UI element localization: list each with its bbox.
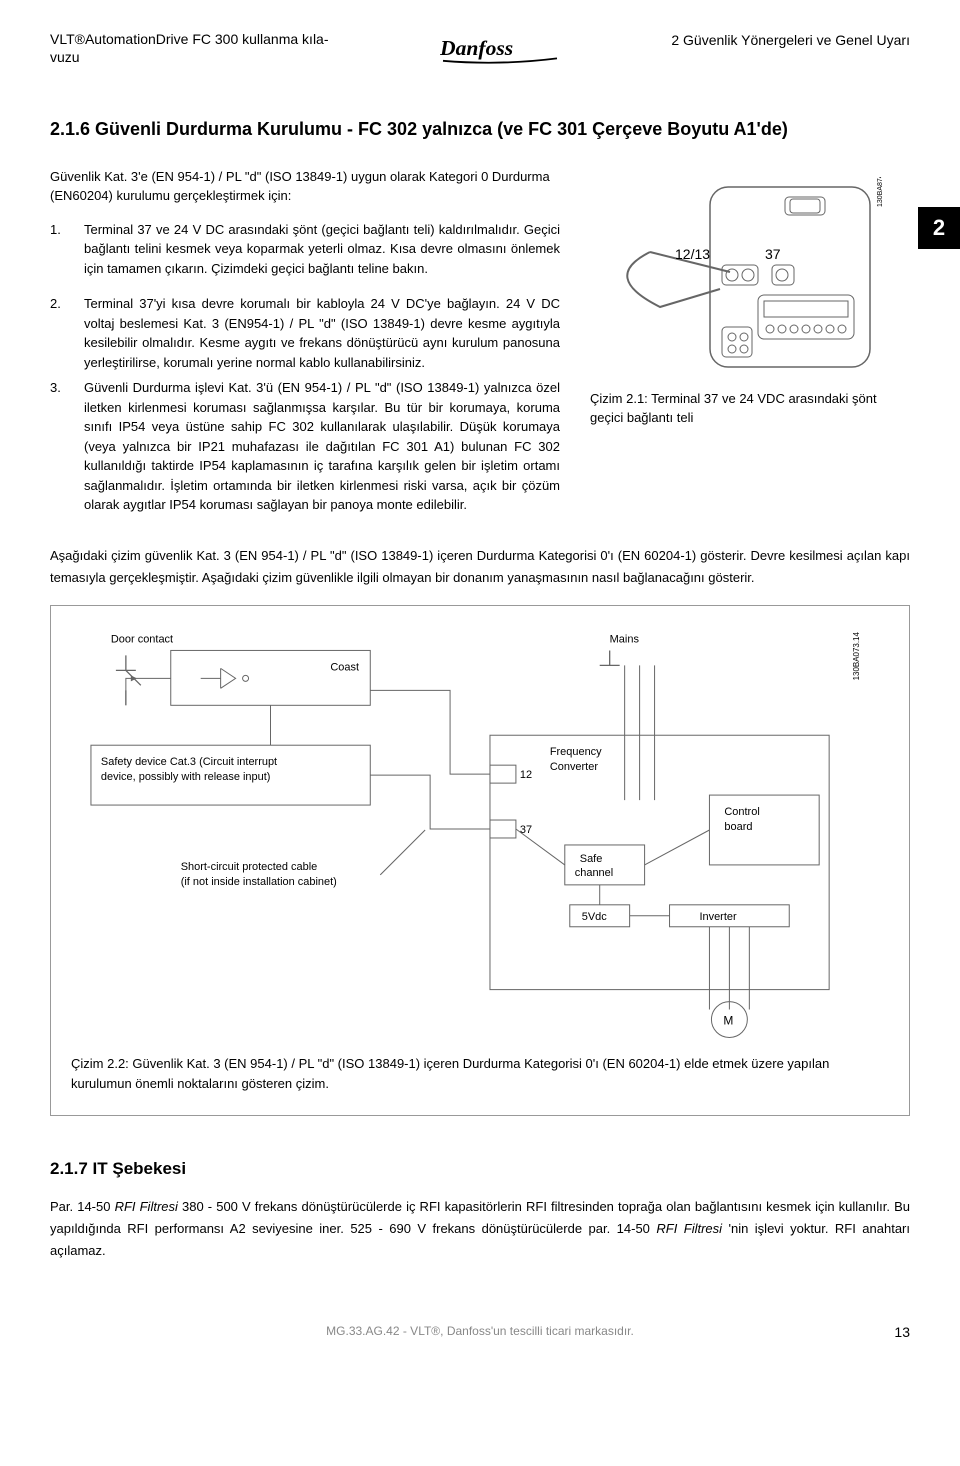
list-item: 1. Terminal 37 ve 24 V DC arasındaki şön… bbox=[50, 220, 560, 279]
fig22-safety-l2: device, possibly with release input) bbox=[101, 771, 271, 783]
list-num-3: 3. bbox=[50, 378, 66, 515]
mid-paragraph: Aşağıdaki çizim güvenlik Kat. 3 (EN 954-… bbox=[50, 545, 910, 589]
list-body-1: Terminal 37 ve 24 V DC arasındaki şönt (… bbox=[84, 220, 560, 279]
list-item: 3. Güvenli Durdurma işlevi Kat. 3'ü (EN … bbox=[50, 378, 560, 515]
danfoss-logo: Danfoss bbox=[440, 30, 560, 76]
fig22-control-l2: board bbox=[724, 821, 752, 833]
fig22-motor: M bbox=[723, 1013, 733, 1027]
footer: MG.33.AG.42 - VLT®, Danfoss'un tescilli … bbox=[50, 1322, 910, 1340]
figure-2-2: Door contact Coast Mains 130BA073.14 Saf… bbox=[71, 620, 889, 1040]
fig22-vdc: 5Vdc bbox=[582, 910, 608, 922]
section-216-title: 2.1.6 Güvenli Durdurma Kurulumu - FC 302… bbox=[50, 116, 910, 143]
fig22-inverter: Inverter bbox=[699, 910, 737, 922]
figure-2-1: 130BA874.10 12/13 37 bbox=[590, 177, 890, 377]
fig21-code: 130BA874.10 bbox=[877, 177, 884, 207]
logo-text-svg: Danfoss bbox=[440, 36, 513, 60]
fig21-label-1213: 12/13 bbox=[675, 246, 710, 262]
it-pre: Par. 14-50 bbox=[50, 1199, 115, 1214]
list-item: 2. Terminal 37'yi kısa devre korumalı bi… bbox=[50, 294, 560, 372]
header-right: 2 Güvenlik Yönergeleri ve Genel Uyarı bbox=[671, 30, 910, 51]
fig22-door-contact: Door contact bbox=[111, 633, 173, 645]
page-number: 13 bbox=[894, 1322, 910, 1343]
list-body-2: Terminal 37'yi kısa devre korumalı bir k… bbox=[84, 294, 560, 372]
it-para: Par. 14-50 RFI Filtresi 380 - 500 V frek… bbox=[50, 1196, 910, 1262]
section-217-title: 2.1.7 IT Şebekesi bbox=[50, 1156, 910, 1182]
fig22-safety-l1: Safety device Cat.3 (Circuit interrupt bbox=[101, 756, 277, 768]
fig22-freq-l1: Frequency bbox=[550, 746, 602, 758]
it-it2: RFI Filtresi bbox=[656, 1221, 722, 1236]
it-it1: RFI Filtresi bbox=[115, 1199, 178, 1214]
header-left-line2: vuzu bbox=[50, 49, 80, 65]
page-header: VLT®AutomationDrive FC 300 kullanma kıla… bbox=[50, 30, 910, 76]
fig21-label-37: 37 bbox=[765, 246, 781, 262]
fig22-short-l1: Short-circuit protected cable bbox=[181, 861, 318, 873]
fig22-safe-l2: channel bbox=[575, 867, 613, 879]
intro-para: Güvenlik Kat. 3'e (EN 954-1) / PL "d" (I… bbox=[50, 167, 560, 206]
chapter-tab: 2 bbox=[918, 207, 960, 249]
fig22-mains: Mains bbox=[610, 633, 640, 645]
fig22-caption: Çizim 2.2: Güvenlik Kat. 3 (EN 954-1) / … bbox=[71, 1054, 889, 1096]
list-num-1: 1. bbox=[50, 220, 66, 279]
fig22-control-l1: Control bbox=[724, 806, 759, 818]
fig21-caption: Çizim 2.1: Terminal 37 ve 24 VDC arasınd… bbox=[590, 389, 910, 428]
list-body-3: Güvenli Durdurma işlevi Kat. 3'ü (EN 954… bbox=[84, 378, 560, 515]
fig22-code: 130BA073.14 bbox=[852, 631, 861, 680]
fig22-t37: 37 bbox=[520, 824, 532, 836]
fig22-short-l2: (if not inside installation cabinet) bbox=[181, 876, 337, 888]
fig22-freq-l2: Converter bbox=[550, 761, 599, 773]
col-left: Güvenlik Kat. 3'e (EN 954-1) / PL "d" (I… bbox=[50, 167, 560, 521]
figure-2-2-box: Door contact Coast Mains 130BA073.14 Saf… bbox=[50, 605, 910, 1117]
header-left: VLT®AutomationDrive FC 300 kullanma kıla… bbox=[50, 30, 329, 66]
fig22-coast: Coast bbox=[330, 661, 359, 673]
header-left-line1: VLT®AutomationDrive FC 300 kullanma kıla… bbox=[50, 31, 329, 47]
fig22-safe-l1: Safe bbox=[580, 853, 603, 865]
two-column-layout: Güvenlik Kat. 3'e (EN 954-1) / PL "d" (I… bbox=[50, 167, 910, 521]
col-right: 2 130BA874.10 bbox=[590, 167, 910, 521]
footer-center: MG.33.AG.42 - VLT®, Danfoss'un tescilli … bbox=[326, 1324, 634, 1338]
list-num-2: 2. bbox=[50, 294, 66, 372]
fig22-t12: 12 bbox=[520, 769, 532, 781]
